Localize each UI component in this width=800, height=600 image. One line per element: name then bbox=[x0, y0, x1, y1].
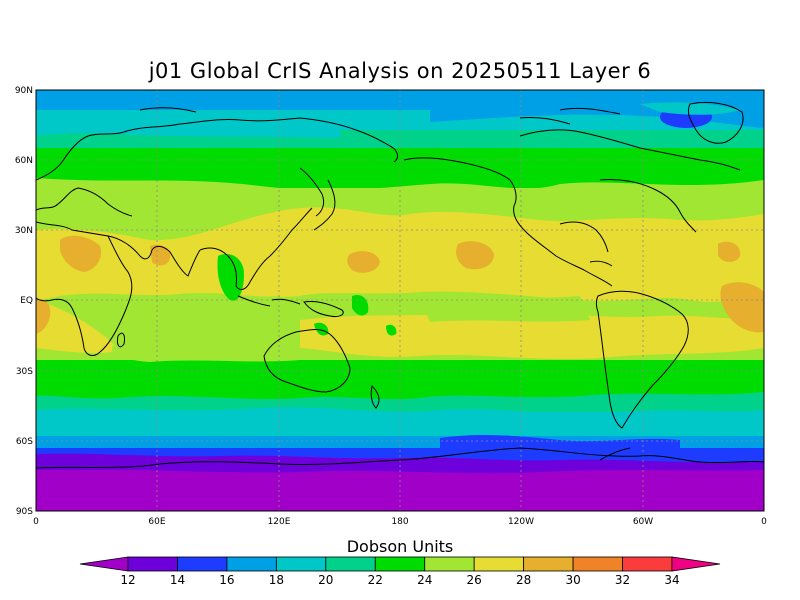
colorbar: 12 14 16 18 20 22 24 26 28 30 32 34 bbox=[79, 556, 721, 587]
colorbar-swatch bbox=[275, 556, 327, 572]
colorbar-swatch bbox=[424, 556, 475, 572]
colorbar-label: 18 bbox=[269, 573, 284, 587]
colorbar-swatch bbox=[374, 556, 426, 572]
colorbar-swatch bbox=[622, 556, 673, 572]
lat-label-eq: EQ bbox=[20, 296, 33, 306]
colorbar-label: 14 bbox=[170, 573, 185, 587]
colorbar-label: 26 bbox=[467, 573, 482, 587]
colorbar-label: 16 bbox=[219, 573, 234, 587]
colorbar-swatch bbox=[177, 556, 228, 572]
colorbar-swatch bbox=[572, 556, 623, 572]
longitude-axis: 0 60E 120E 180 120W 60W 0 bbox=[33, 517, 767, 527]
map-frame bbox=[35, 89, 765, 512]
colorbar-label: 30 bbox=[565, 573, 580, 587]
lat-label-30n: 30N bbox=[15, 226, 33, 236]
colorbar-swatch bbox=[473, 556, 525, 572]
colorbar-label: 20 bbox=[318, 573, 333, 587]
lat-label-60s: 60S bbox=[16, 437, 33, 447]
colorbar-swatch bbox=[226, 556, 277, 572]
colorbar-label: 22 bbox=[368, 573, 383, 587]
map-title: j01 Global CrIS Analysis on 20250511 Lay… bbox=[148, 59, 652, 83]
coastlines bbox=[36, 101, 764, 469]
latitude-axis: 90N 60N 30N EQ 30S 60S 90S bbox=[15, 86, 33, 517]
lat-label-30s: 30S bbox=[16, 367, 33, 377]
lon-label-120w: 120W bbox=[508, 517, 534, 527]
colorbar-swatch-high-triangle bbox=[671, 556, 721, 572]
lon-label-180: 180 bbox=[391, 517, 408, 527]
colorbar-label: 12 bbox=[120, 573, 135, 587]
colorbar-label: 32 bbox=[615, 573, 630, 587]
lat-label-90s: 90S bbox=[16, 507, 33, 517]
colorbar-swatch bbox=[523, 556, 574, 572]
lat-label-60n: 60N bbox=[15, 156, 33, 166]
colorbar-swatch bbox=[127, 556, 178, 572]
ozone-field bbox=[36, 90, 764, 511]
colorbar-title: Dobson Units bbox=[347, 537, 454, 556]
colorbar-swatch bbox=[325, 556, 376, 572]
lon-label-0-west: 0 bbox=[33, 517, 39, 527]
colorbar-label: 24 bbox=[417, 573, 432, 587]
lon-label-60w: 60W bbox=[633, 517, 653, 527]
lat-label-90n: 90N bbox=[15, 86, 33, 96]
colorbar-label: 28 bbox=[516, 573, 531, 587]
lon-label-120e: 120E bbox=[268, 517, 291, 527]
colorbar-swatch-low-triangle bbox=[79, 556, 129, 572]
lon-label-60e: 60E bbox=[148, 517, 165, 527]
colorbar-label: 34 bbox=[664, 573, 679, 587]
lon-label-0-east: 0 bbox=[761, 517, 767, 527]
